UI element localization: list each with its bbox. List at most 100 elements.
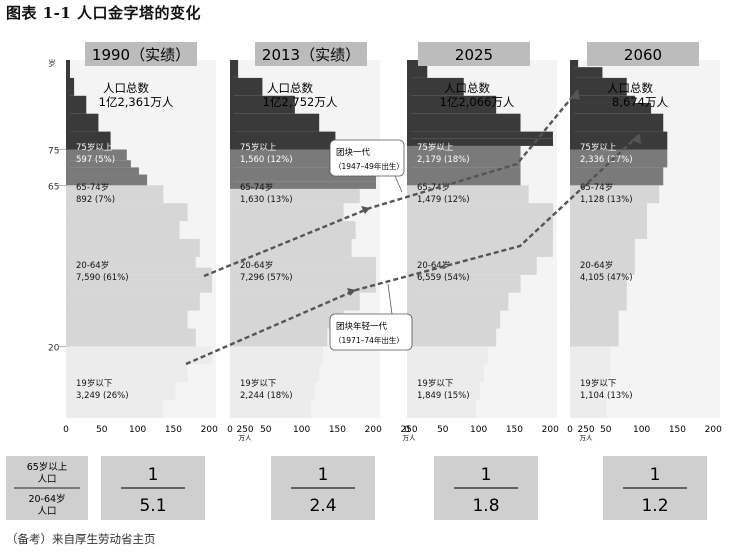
population-bar [230, 400, 312, 418]
age-group-name: 65-74岁 [240, 182, 273, 193]
population-bar [570, 67, 603, 78]
population-bar [66, 400, 164, 418]
year-header [85, 42, 197, 66]
age-group-value: 892 (7%) [76, 195, 115, 205]
ratio-legend-bottom-2: 人口 [37, 506, 56, 517]
population-bar [66, 256, 196, 268]
year-header [255, 42, 367, 66]
age-group-value: 3,249 (26%) [76, 391, 129, 401]
population-bar [407, 203, 553, 222]
age-group-value: 1,128 (13%) [580, 195, 633, 205]
x-axis-tick-label: 100 [470, 425, 487, 435]
x-axis-tick-label: 50 [96, 425, 108, 435]
population-bar [230, 181, 376, 189]
population-bar [230, 267, 376, 279]
population-bar [570, 60, 579, 68]
total-value: 1亿2,752万人 [263, 95, 338, 109]
x-axis-tick-label: 200 [705, 425, 722, 435]
total-value: 8,674万人 [612, 95, 668, 109]
population-bar [230, 95, 295, 114]
population-bar [66, 364, 188, 383]
figure-title: 图表 1-1 人口金字塔的变化 [6, 4, 202, 22]
population-bar [66, 77, 75, 96]
age-group-name: 75岁以上 [76, 142, 113, 153]
age-group-name: 20-64岁 [76, 260, 109, 271]
source-note: （备考）来自厚生劳动省主页 [6, 532, 156, 546]
population-bar [66, 346, 212, 365]
ratio-denominator: 1.8 [472, 496, 499, 516]
population-bar [407, 145, 521, 168]
population-bar [66, 203, 188, 222]
population-bar [407, 382, 480, 401]
total-value: 1亿2,361万人 [99, 95, 174, 109]
x-axis-tick-label: 200 [542, 425, 559, 435]
x-axis-tick-label: 150 [165, 425, 182, 435]
age-group-value: 597 (5%) [76, 155, 115, 165]
age-group-value: 2,336 (27%) [580, 155, 633, 165]
total-label: 人口总数 [444, 81, 490, 95]
year-label: 2025 [455, 46, 493, 64]
population-bar [230, 346, 324, 365]
x-axis-tick-label: 250 [236, 425, 253, 435]
population-bar [407, 138, 553, 146]
population-bar [66, 60, 68, 78]
arrow-head [631, 134, 641, 144]
age-group-name: 19岁以下 [580, 378, 617, 389]
x-axis-tick-label: 50 [600, 425, 612, 435]
population-bar [570, 167, 664, 186]
x-axis-tick-label: 50 [437, 425, 449, 435]
population-bar [66, 167, 139, 175]
year-label: 2013（实绩） [262, 46, 360, 64]
x-axis-tick-label: 150 [506, 425, 523, 435]
arrow-head [570, 90, 580, 100]
population-bar [66, 160, 131, 168]
ratio-numerator: 1 [650, 465, 661, 485]
population-bar [407, 185, 529, 204]
total-label: 人口总数 [607, 81, 653, 95]
population-bar [407, 221, 553, 236]
population-bar [66, 113, 99, 132]
population-bar [230, 60, 239, 78]
ratio-numerator: 1 [481, 465, 492, 485]
x-axis-tick-label: 0 [63, 425, 69, 435]
population-bar [407, 131, 553, 139]
population-bar [66, 95, 87, 114]
age-group-value: 4,105 (47%) [580, 273, 633, 283]
ratio-legend-bottom: 20-64岁 [28, 493, 65, 505]
age-group-name: 19岁以下 [76, 378, 113, 389]
population-bar [230, 364, 320, 383]
population-bar [570, 149, 668, 168]
population-bar [66, 174, 148, 186]
boomer-jr-callout-line1: 团块年轻一代 [336, 321, 388, 332]
x-axis-tick-label: 200 [201, 425, 218, 435]
boomer-jr-callout [329, 313, 413, 351]
ratio-denominator: 1.2 [641, 496, 668, 516]
population-bar [570, 95, 635, 103]
age-group-value: 7,296 (57%) [240, 273, 293, 283]
ratio-numerator: 1 [318, 465, 329, 485]
population-bar [407, 113, 521, 132]
population-bar [66, 382, 176, 401]
age-group-value: 6,559 (54%) [417, 273, 470, 283]
population-bar [66, 221, 180, 239]
ratio-denominator: 5.1 [139, 496, 166, 516]
population-bar [407, 274, 521, 293]
population-bar [230, 382, 316, 401]
population-bar [407, 235, 553, 257]
age-group-name: 20-64岁 [580, 260, 613, 271]
ratio-legend-top-2: 人口 [37, 474, 56, 485]
boomer-cohort-arrow [203, 89, 579, 278]
population-bar [66, 239, 200, 257]
population-bar [66, 310, 188, 329]
x-axis-tick-label: 200 [365, 425, 382, 435]
population-bar [570, 274, 627, 311]
x-axis-tick-label: 100 [293, 425, 310, 435]
total-value: 1亿2,066万人 [440, 95, 515, 109]
population-bar [570, 113, 664, 132]
population-bar [230, 77, 263, 96]
population-bar [66, 328, 196, 347]
x-axis-tick-label: 100 [129, 425, 146, 435]
total-label: 人口总数 [103, 81, 149, 95]
population-bar [230, 203, 344, 222]
